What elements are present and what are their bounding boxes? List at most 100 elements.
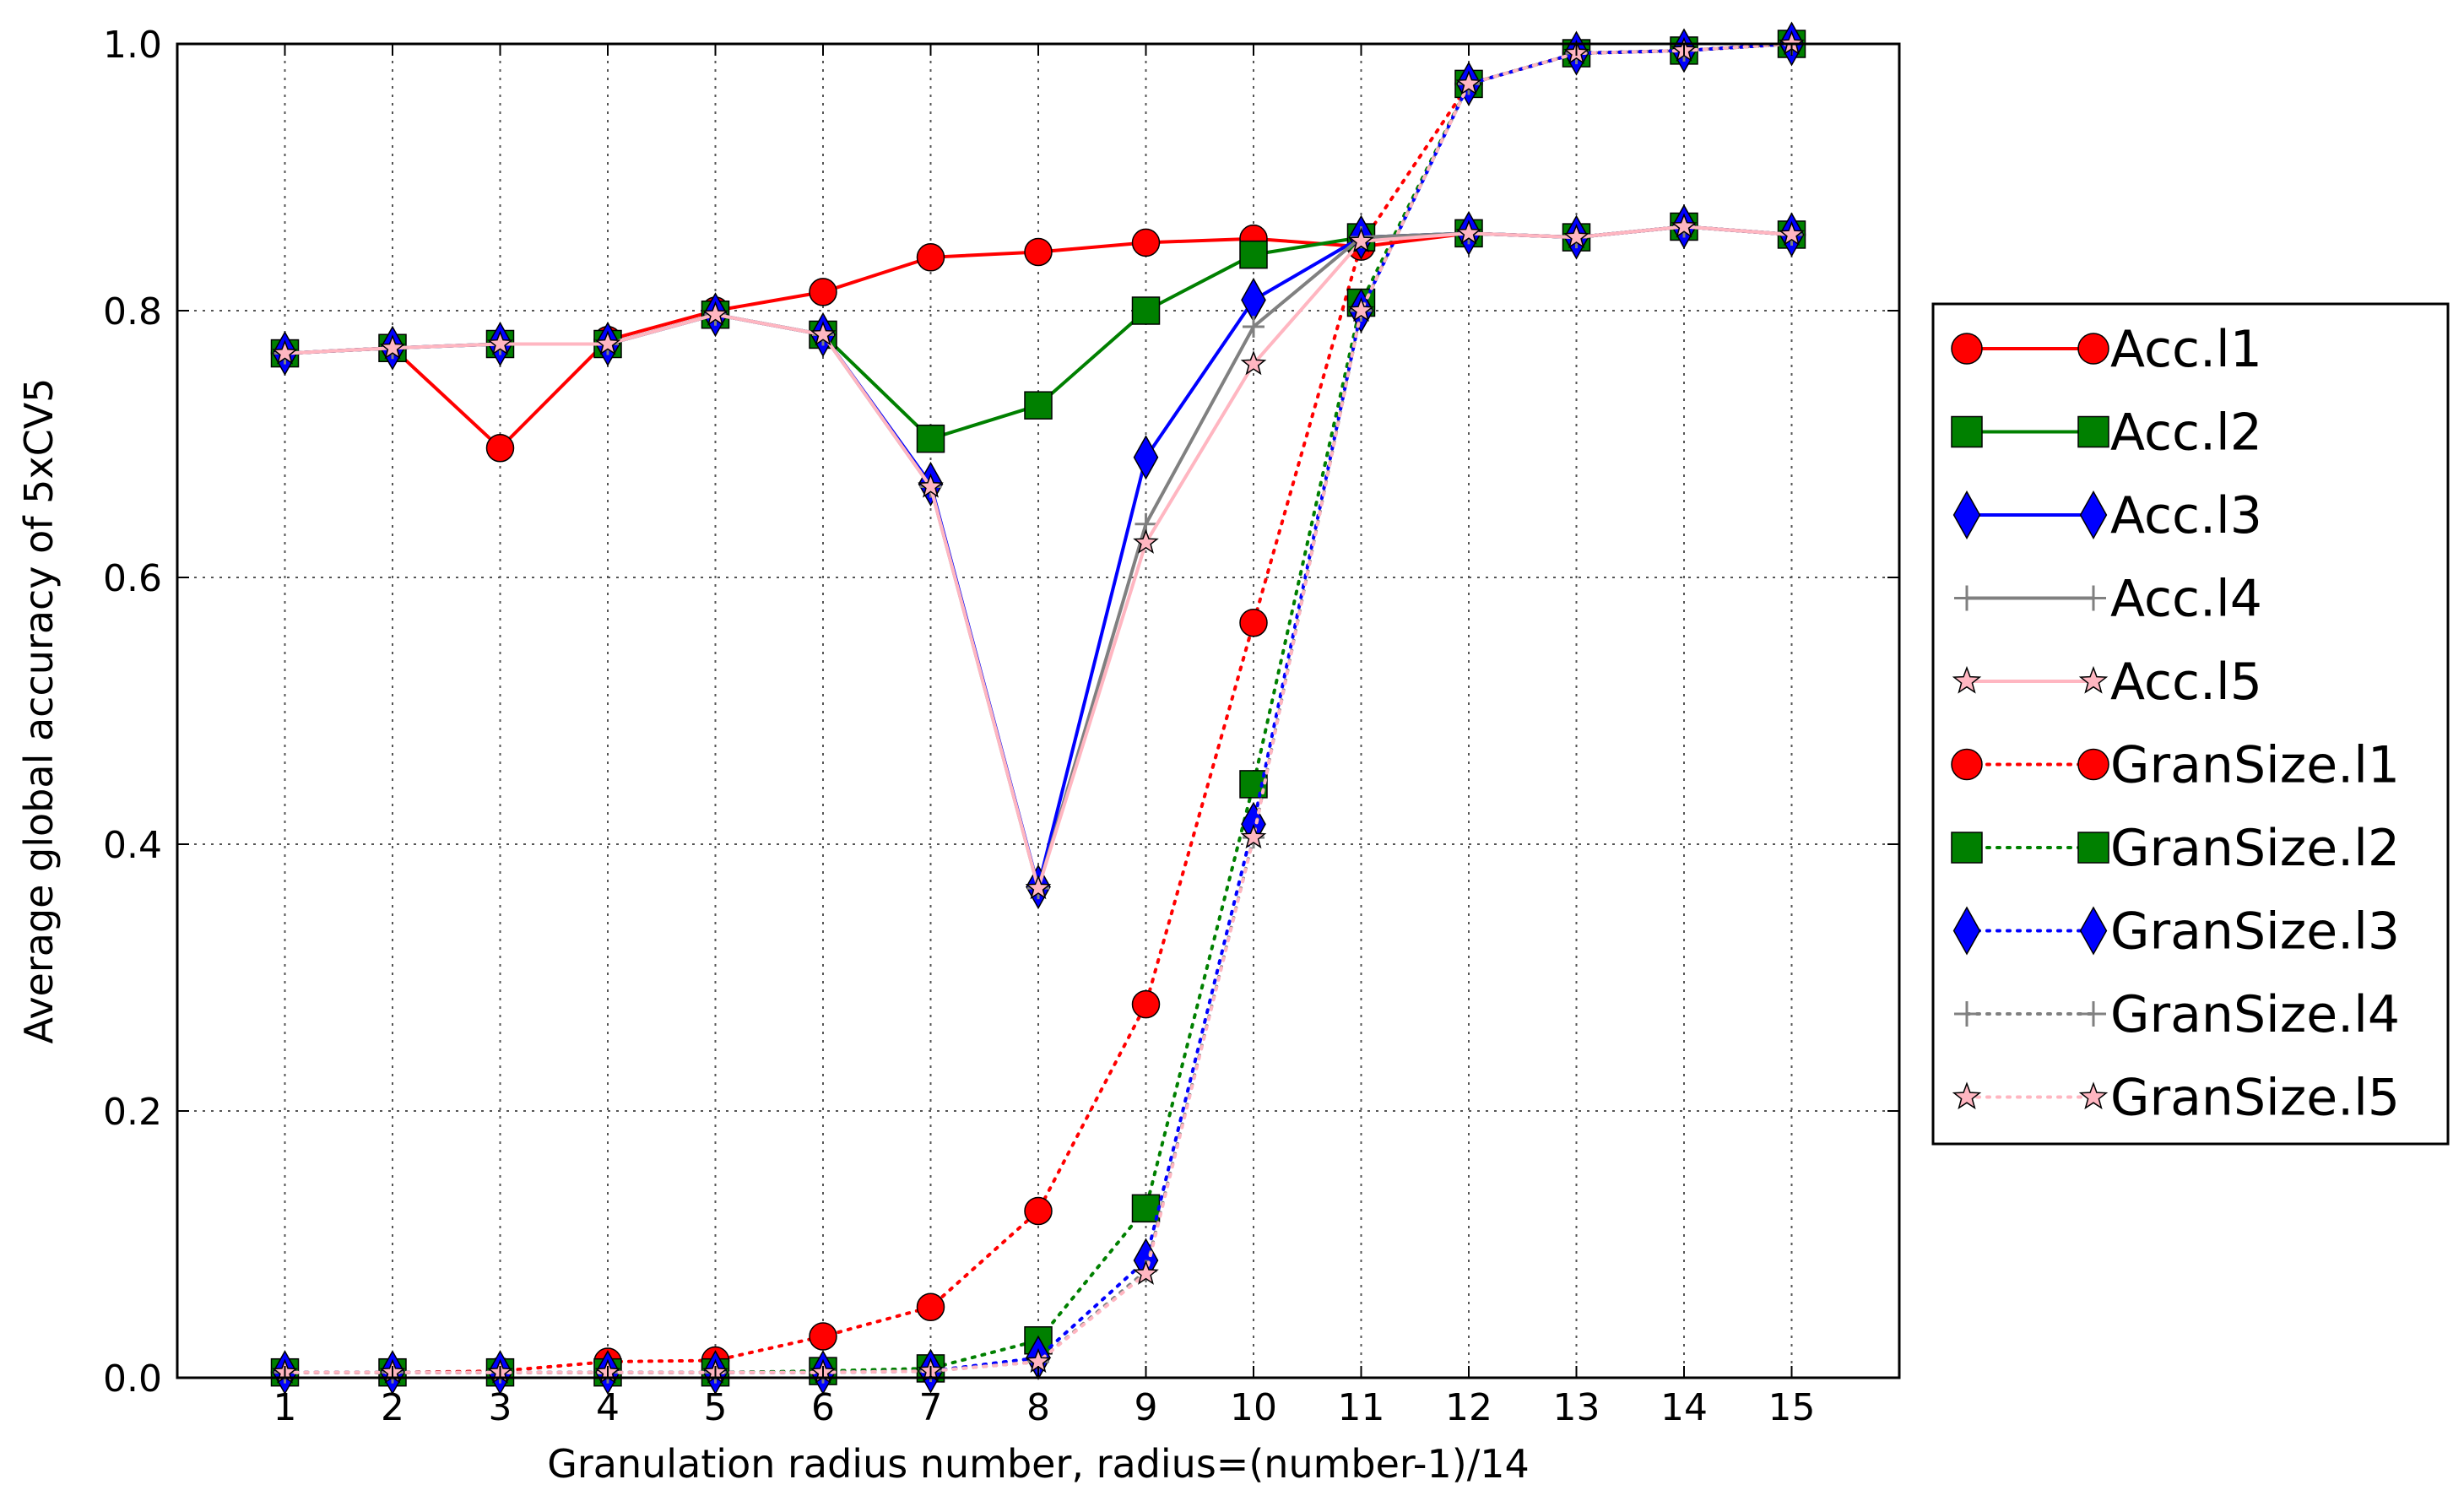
legend-item: GranSize.l4 <box>1954 985 2400 1044</box>
legend-marker-right <box>2079 906 2108 956</box>
legend-marker-left <box>1952 490 1981 540</box>
data-point <box>1240 823 1267 849</box>
data-point <box>487 330 513 355</box>
x-tick-label: 4 <box>596 1386 620 1429</box>
legend-item: Acc.l3 <box>1952 486 2262 545</box>
data-point <box>594 330 621 355</box>
grid <box>177 44 1899 1378</box>
legend-label: Acc.l2 <box>2110 404 2262 463</box>
legend-frame <box>1931 302 2450 1146</box>
data-point <box>1563 223 1589 249</box>
x-tick-label: 12 <box>1445 1386 1492 1429</box>
legend-item: Acc.l5 <box>1952 653 2262 712</box>
data-point <box>918 473 944 498</box>
legend-marker-left <box>1954 1001 1979 1027</box>
legend: Acc.l1 Acc.l2 Acc.l3 Acc.l4 Acc.l5 GranSize.l… <box>1931 302 2450 1146</box>
data-point <box>1024 237 1053 267</box>
data-point <box>1131 989 1161 1019</box>
y-tick-label: 1.0 <box>103 24 162 67</box>
series-acc-l5 <box>272 213 1805 900</box>
data-point <box>1133 435 1159 480</box>
data-point <box>1348 296 1374 322</box>
data-point <box>1455 219 1482 245</box>
x-tick-label: 11 <box>1338 1386 1385 1429</box>
legend-item: Acc.l4 <box>1954 570 2262 629</box>
x-tick-label: 3 <box>489 1386 512 1429</box>
y-tick-label: 0.0 <box>103 1357 162 1401</box>
legend-marker-right <box>2078 665 2109 694</box>
legend-label: Acc.l5 <box>2110 653 2262 712</box>
axis-ticks: 1 2 3 4 5 6 7 8 9 10 11 12 13 14 150.00.20.40.60.81.0 <box>103 24 1899 1429</box>
legend-label: GranSize.l5 <box>2110 1069 2400 1128</box>
y-tick-label: 0.2 <box>103 1091 162 1134</box>
legend-marker-left <box>1951 748 1983 781</box>
legend-item: GranSize.l3 <box>1952 902 2400 962</box>
legend-marker-right <box>2077 748 2109 781</box>
data-point <box>1239 608 1268 637</box>
legend-marker-right <box>2077 832 2109 864</box>
legend-marker-right <box>2079 490 2108 540</box>
data-point <box>1025 874 1052 900</box>
data-point <box>702 301 728 326</box>
data-point <box>272 339 298 365</box>
x-tick-label: 5 <box>704 1386 728 1429</box>
data-point <box>1779 220 1805 247</box>
legend-marker-left <box>1954 585 1979 611</box>
data-point <box>1024 391 1053 420</box>
y-tick-label: 0.4 <box>103 824 162 867</box>
x-tick-label: 10 <box>1230 1386 1277 1429</box>
legend-marker-right <box>2081 1001 2106 1027</box>
data-point <box>1240 350 1267 376</box>
legend-item: GranSize.l1 <box>1951 736 2400 795</box>
series-line <box>283 42 1794 1374</box>
legend-label: GranSize.l4 <box>2110 985 2400 1044</box>
data-point <box>809 278 837 306</box>
legend-label: Acc.l1 <box>2110 320 2262 379</box>
data-point <box>485 433 515 463</box>
x-tick-label: 14 <box>1660 1386 1708 1429</box>
data-point <box>379 334 406 360</box>
y-axis-label: Average global accuracy of 5xCV5 <box>16 378 62 1044</box>
data-point <box>1024 1196 1053 1226</box>
legend-marker-left <box>1952 1081 1982 1110</box>
legend-marker-left <box>1951 415 1983 448</box>
data-point <box>810 321 837 346</box>
legend-item: Acc.l2 <box>1951 404 2262 463</box>
legend-label: Acc.l4 <box>2110 570 2262 629</box>
data-point <box>1243 315 1264 338</box>
legend-marker-left <box>1951 333 1983 365</box>
legend-marker-right <box>2077 333 2109 365</box>
x-tick-label: 1 <box>273 1386 297 1429</box>
data-point <box>916 243 945 272</box>
data-point <box>1133 528 1159 554</box>
data-point <box>1348 227 1374 252</box>
data-point <box>1239 240 1268 269</box>
x-tick-label: 8 <box>1026 1386 1050 1429</box>
y-tick-label: 0.6 <box>103 557 162 600</box>
data-point <box>809 1322 837 1351</box>
x-tick-label: 6 <box>811 1386 835 1429</box>
data-point <box>1133 1260 1159 1285</box>
data-point <box>916 424 945 453</box>
x-tick-label: 13 <box>1553 1386 1600 1429</box>
data-point <box>1455 70 1482 95</box>
legend-marker-left <box>1952 665 1982 694</box>
data-point <box>1131 296 1161 325</box>
data-point <box>916 1292 945 1322</box>
legend-marker-left <box>1951 832 1983 864</box>
y-tick-label: 0.8 <box>103 290 162 333</box>
legend-marker-left <box>1952 906 1981 956</box>
x-tick-label: 2 <box>381 1386 404 1429</box>
x-tick-label: 7 <box>919 1386 943 1429</box>
legend-label: GranSize.l3 <box>2110 902 2400 962</box>
x-tick-label: 15 <box>1768 1386 1816 1429</box>
x-tick-label: 9 <box>1135 1386 1158 1429</box>
legend-item: GranSize.l5 <box>1952 1069 2400 1128</box>
x-axis-label: Granulation radius number, radius=(numbe… <box>547 1441 1529 1487</box>
legend-marker-right <box>2077 415 2109 448</box>
legend-marker-right <box>2081 585 2106 611</box>
legend-marker-right <box>2078 1081 2109 1110</box>
legend-label: GranSize.l2 <box>2110 819 2400 878</box>
legend-label: Acc.l3 <box>2110 486 2262 545</box>
